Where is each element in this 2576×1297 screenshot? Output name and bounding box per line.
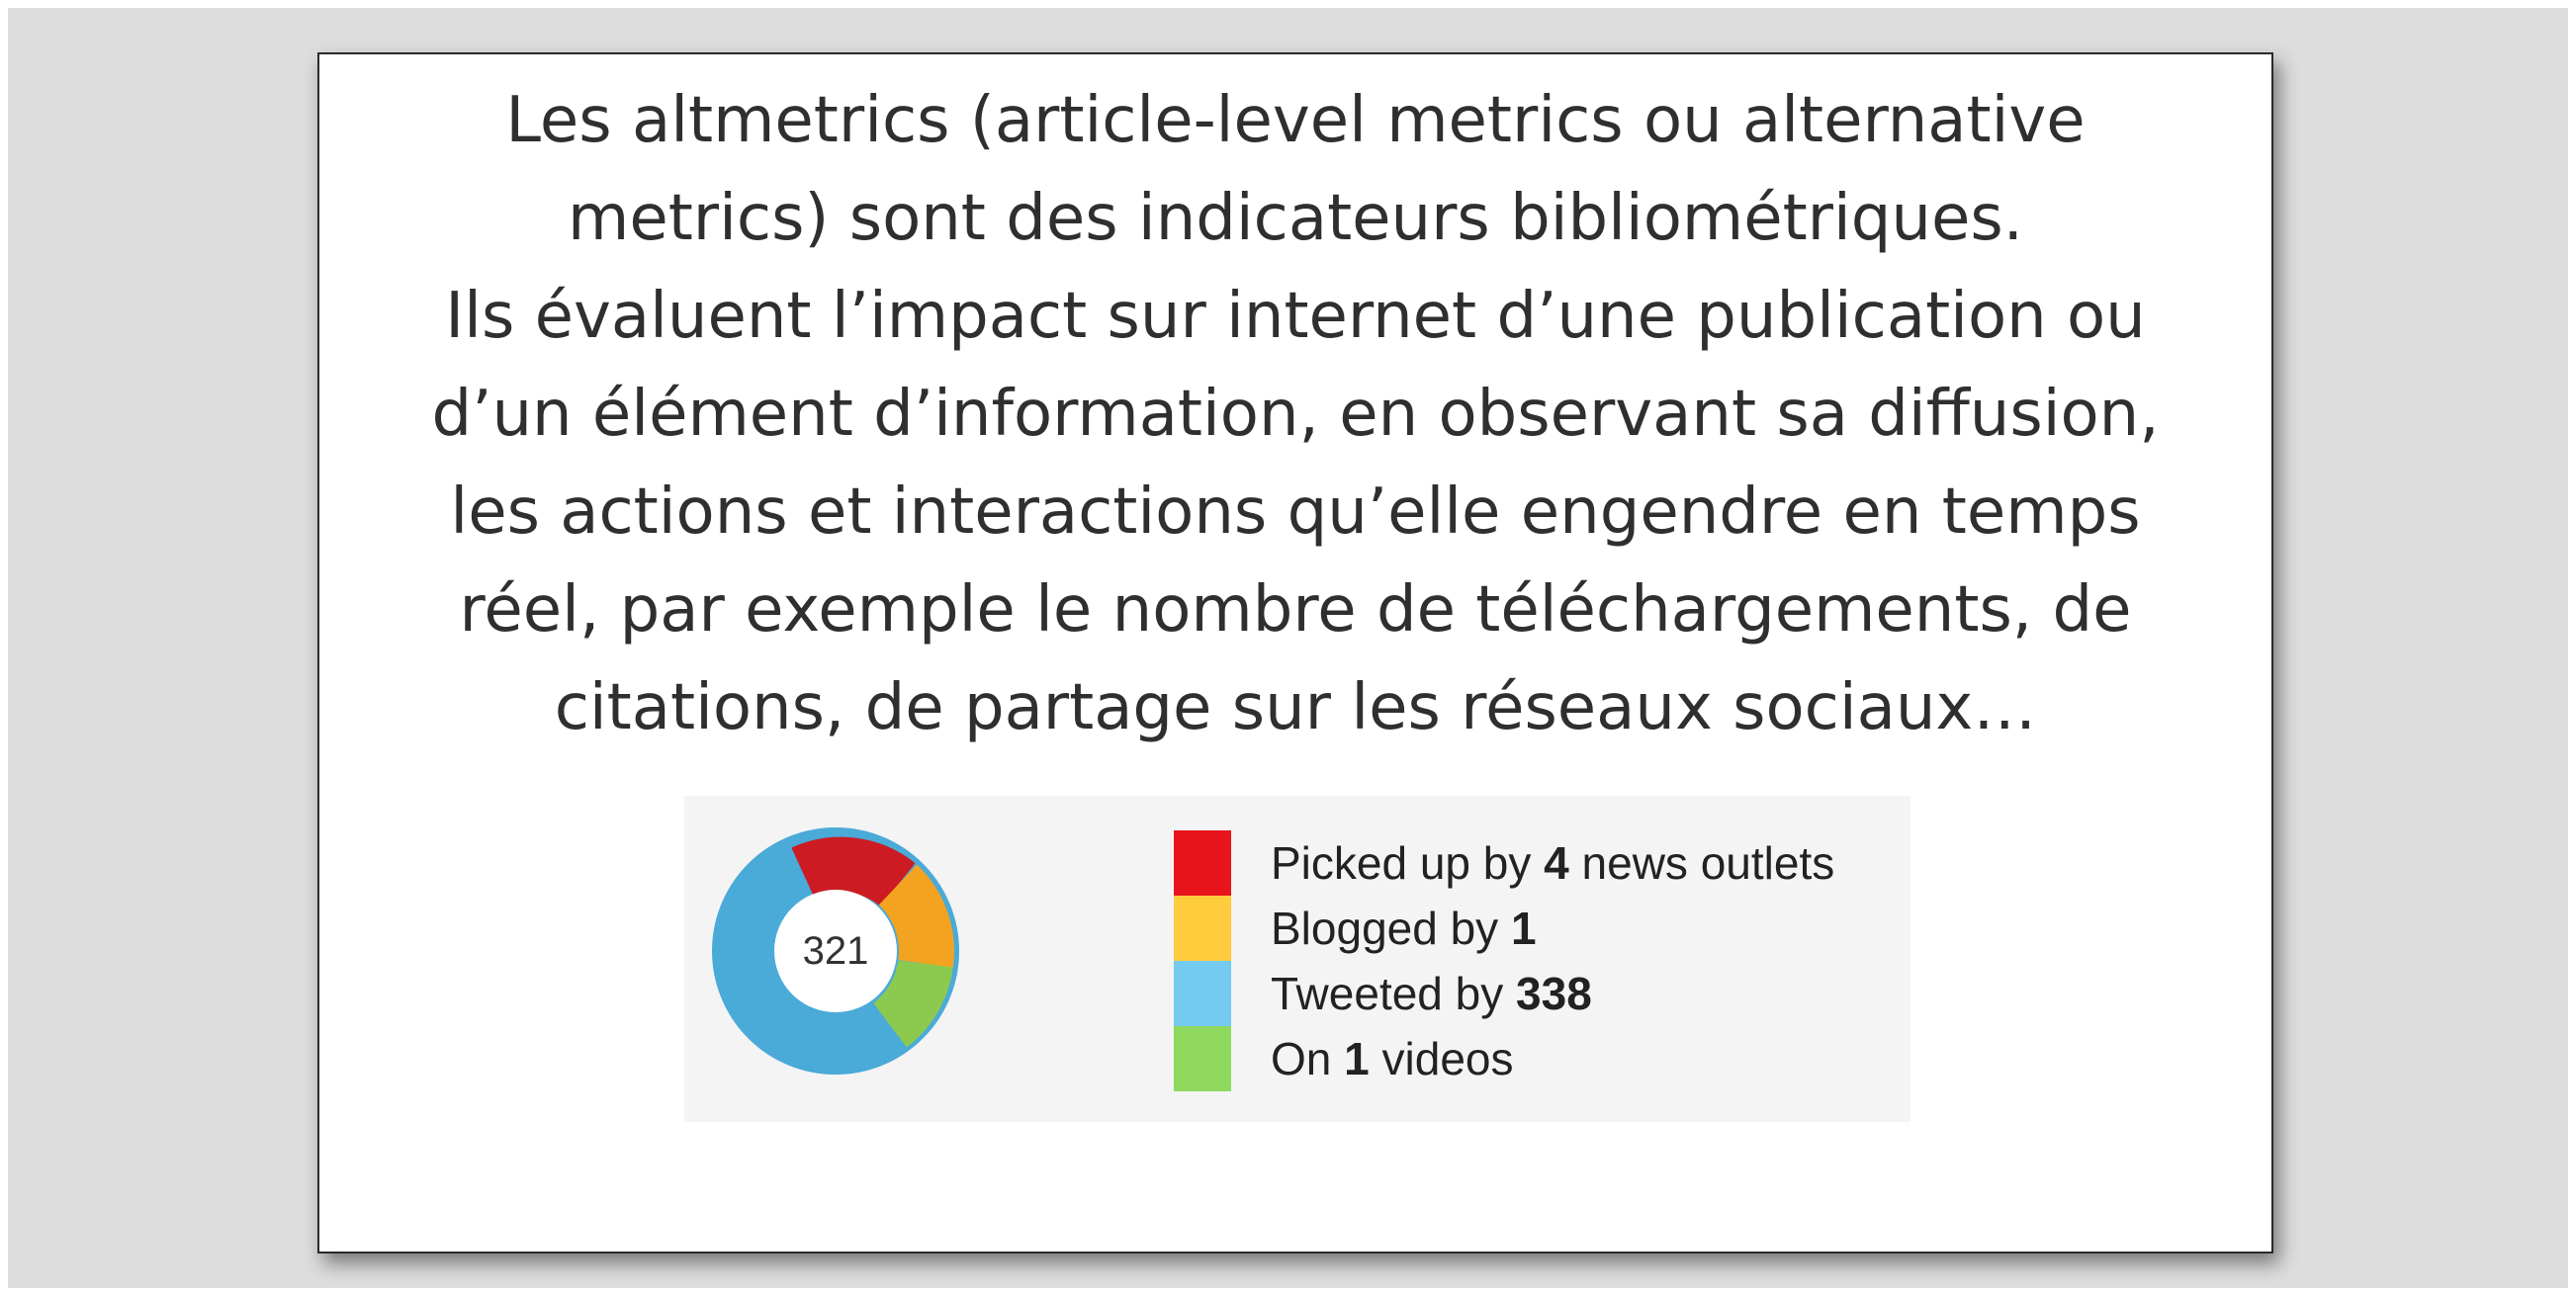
donut-segment-news [791,836,916,908]
altmetric-score: 321 [802,928,869,973]
slide-text-line: Les altmetrics (article-level metrics ou… [505,84,2086,157]
slide-text-line: citations, de partage sur les réseaux so… [554,671,2037,744]
legend-label: Blogged by 1 [1271,903,1537,954]
legend-row-blogs: Blogged by 1 [1174,896,1886,961]
legend-row-news: Picked up by 4 news outlets [1174,830,1886,896]
legend-label: Picked up by 4 news outlets [1271,837,1835,889]
slide: Les altmetrics (article-level metrics ou… [317,52,2273,1254]
slide-text-line: d’un élément d’information, en observant… [431,378,2160,451]
donut-segment-video [872,959,953,1048]
twitter-swatch [1174,961,1231,1026]
slide-body-text: Les altmetrics (article-level metrics ou… [359,72,2232,757]
slide-text-line: les actions et interactions qu’elle enge… [450,476,2141,549]
donut-center [774,890,897,1012]
legend-row-twitter: Tweeted by 338 [1174,961,1886,1026]
news-swatch [1174,830,1231,896]
slide-text-line: Ils évaluent l’impact sur internet d’une… [445,280,2146,353]
legend-label: On 1 videos [1271,1033,1514,1084]
donut-segment-blogs [878,864,954,968]
video-swatch [1174,1026,1231,1091]
slide-text-line: metrics) sont des indicateurs bibliométr… [567,182,2024,255]
legend-row-video: On 1 videos [1174,1026,1886,1091]
altmetric-donut-icon [712,827,959,1075]
slide-text-line: réel, par exemple le nombre de télécharg… [459,573,2132,647]
blogs-swatch [1174,896,1231,961]
altmetric-badge-image: 321 Picked up by 4 news outlets Blogged … [684,796,1910,1122]
presentation-canvas: Les altmetrics (article-level metrics ou… [8,8,2568,1288]
legend-label: Tweeted by 338 [1271,968,1592,1019]
